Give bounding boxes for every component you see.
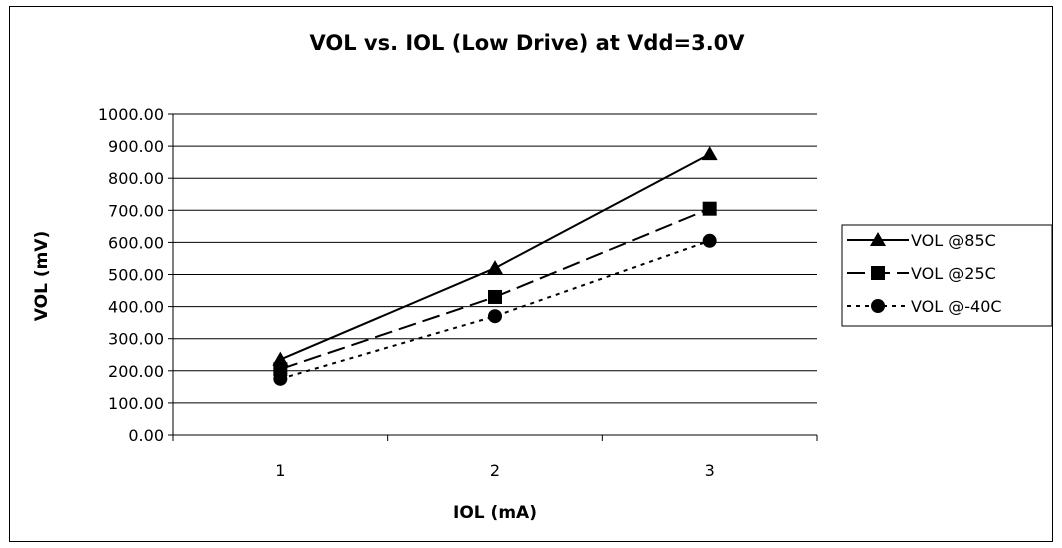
y-tick-label: 400.00 (108, 298, 164, 317)
y-tick-label: 700.00 (108, 201, 164, 220)
data-point-triangle (272, 351, 289, 366)
y-tick-label: 200.00 (108, 362, 164, 381)
y-tick-label: 300.00 (108, 330, 164, 349)
legend-marker-square (871, 266, 885, 280)
y-tick-label: 100.00 (108, 394, 164, 413)
legend: VOL @85C VOL @25C VOL @-40C (841, 224, 1053, 327)
legend-marker-circle (871, 299, 885, 313)
legend-label: VOL @85C (911, 231, 996, 250)
y-tick-labels: 0.00 100.00 200.00 300.00 400.00 500.00 600.00… (98, 105, 164, 445)
series-line (279, 153, 711, 361)
legend-label: VOL @25C (911, 264, 996, 283)
series-line (280, 207, 711, 371)
y-tick-label: 1000.00 (98, 105, 164, 124)
y-tick-label: 600.00 (108, 233, 164, 252)
y-axis-label: VOL (mV) (32, 231, 52, 321)
data-point-triangle (701, 146, 718, 161)
data-point-triangle (487, 260, 503, 275)
axes (168, 113, 818, 441)
x-tick-label: 1 (275, 461, 285, 480)
data-point-square (273, 362, 288, 377)
y-tick-label: 500.00 (108, 266, 164, 285)
series-group (272, 146, 718, 386)
x-tick-label: 2 (490, 461, 500, 480)
x-tick-labels: 1 2 3 (275, 461, 715, 480)
chart-title: VOL vs. IOL (Low Drive) at Vdd=3.0V (309, 31, 745, 55)
y-tick-label: 0.00 (128, 426, 164, 445)
data-point-circle (702, 233, 717, 248)
data-point-circle (488, 309, 502, 324)
y-tick-label: 900.00 (108, 137, 164, 156)
series-line (280, 239, 710, 380)
gridlines (173, 113, 817, 404)
data-point-square (702, 201, 717, 216)
data-point-circle (273, 371, 288, 386)
legend-label: VOL @-40C (911, 297, 1002, 316)
x-tick-label: 3 (705, 461, 715, 480)
y-tick-label: 800.00 (108, 169, 164, 188)
legend-marker-triangle (870, 232, 886, 246)
x-axis-label: IOL (mA) (453, 503, 537, 523)
data-point-square (488, 289, 502, 304)
